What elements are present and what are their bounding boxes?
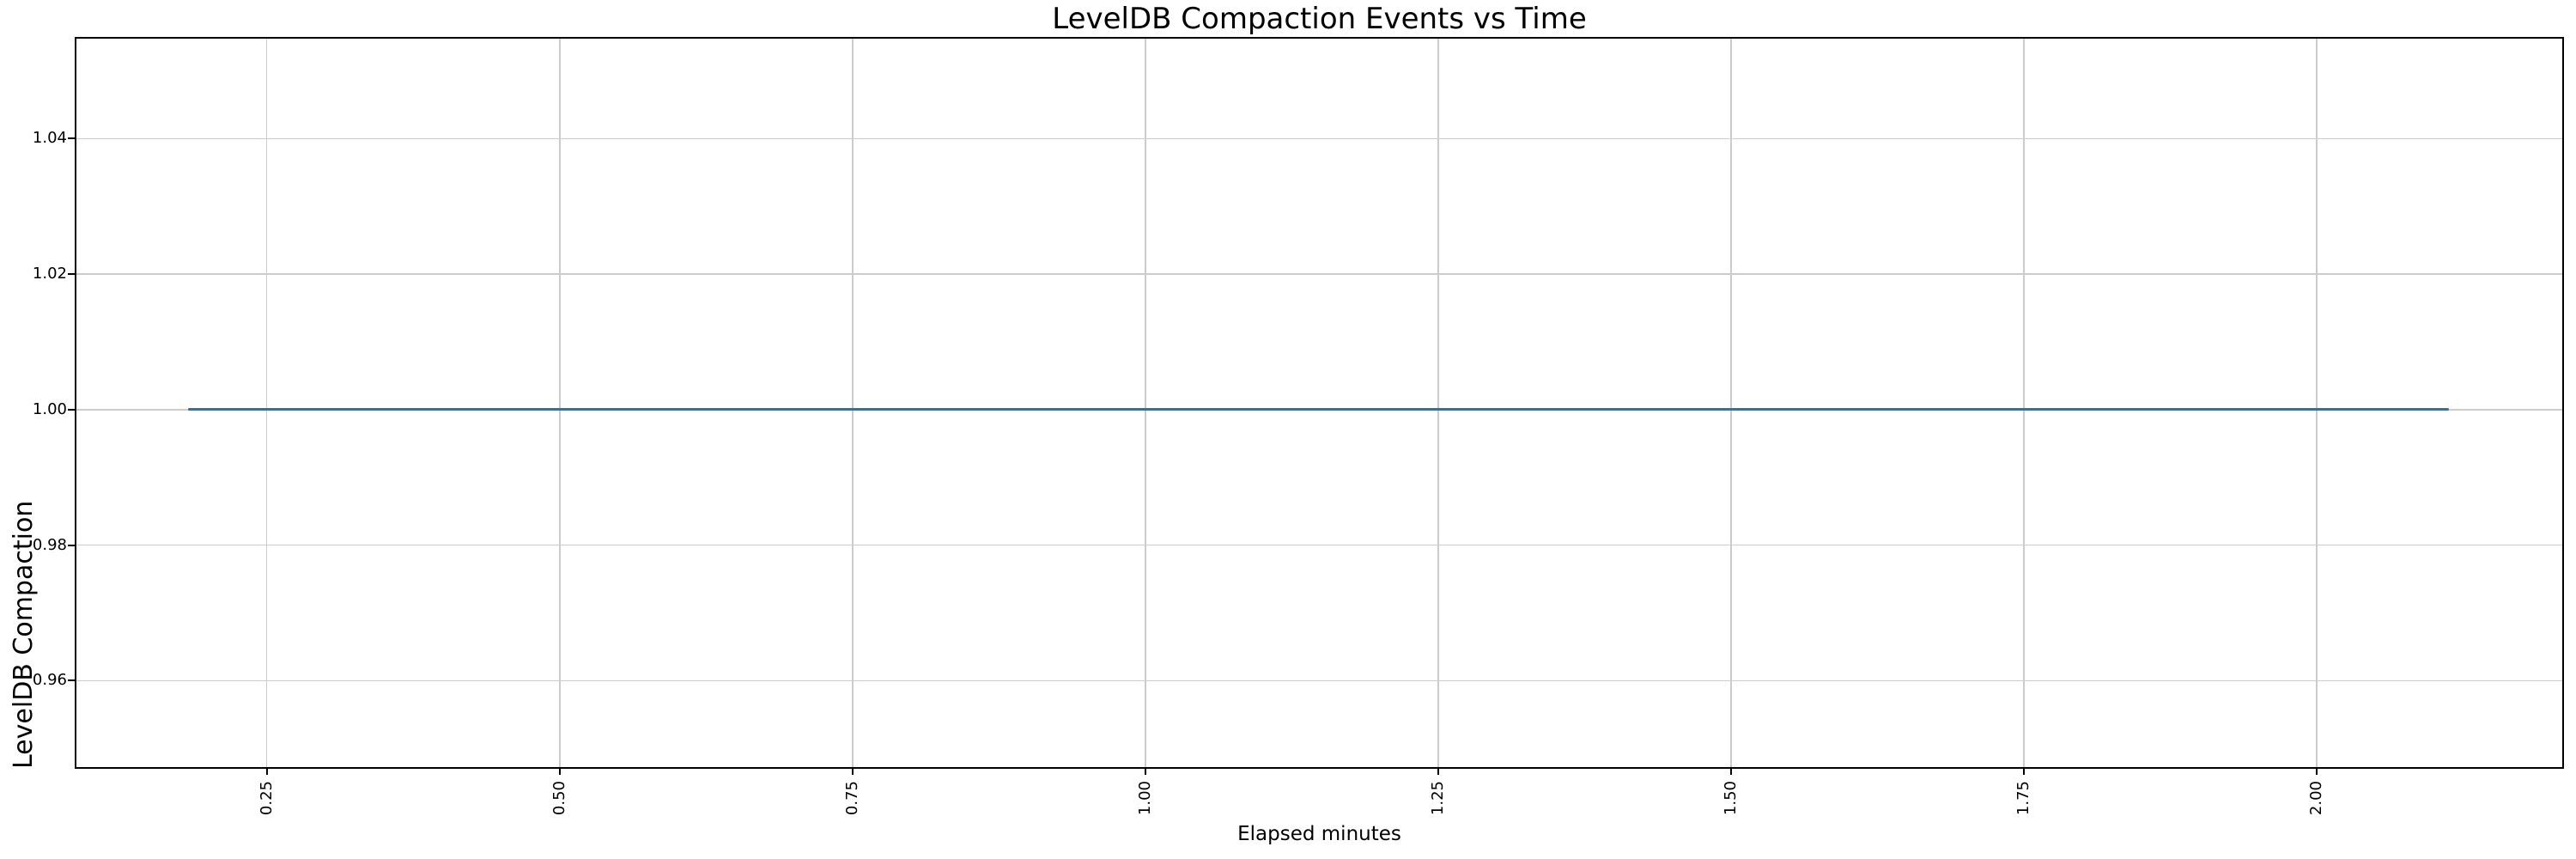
y-tick-label: 1.04 — [32, 129, 67, 148]
x-tick-mark — [851, 768, 854, 775]
x-gridline — [1145, 39, 1146, 767]
y-tick-label: 1.00 — [32, 399, 67, 418]
x-tick-label: 0.75 — [842, 781, 861, 816]
y-tick-label: 0.98 — [32, 535, 67, 554]
y-tick-label: 0.96 — [32, 671, 67, 690]
x-tick-mark — [2316, 768, 2318, 775]
y-tick-mark — [68, 273, 75, 276]
x-gridline — [2023, 39, 2025, 767]
y-gridline — [76, 273, 2562, 275]
x-tick-label: 1.25 — [1428, 781, 1447, 816]
x-tick-label: 2.00 — [2307, 781, 2326, 816]
plot-area-border — [75, 37, 2564, 769]
x-gridline — [559, 39, 561, 767]
x-tick-mark — [558, 768, 561, 775]
data-line-segment — [188, 408, 2450, 411]
x-tick-label: 1.50 — [1722, 781, 1741, 816]
x-gridline — [852, 39, 854, 767]
x-tick-mark — [1437, 768, 1439, 775]
chart-title: LevelDB Compaction Events vs Time — [1052, 2, 1587, 36]
x-gridline — [2316, 39, 2318, 767]
y-tick-mark — [68, 544, 75, 546]
y-tick-mark — [68, 679, 75, 682]
x-gridline — [265, 39, 268, 767]
y-gridline — [76, 679, 2562, 682]
y-tick-label: 1.02 — [32, 265, 67, 283]
x-tick-label: 0.50 — [550, 781, 568, 816]
x-tick-mark — [1730, 768, 1733, 775]
x-tick-label: 1.00 — [1135, 781, 1154, 816]
y-tick-mark — [68, 137, 75, 140]
x-tick-mark — [1144, 768, 1146, 775]
x-tick-mark — [2023, 768, 2026, 775]
x-gridline — [1730, 39, 1732, 767]
x-gridline — [1437, 39, 1439, 767]
y-gridline — [76, 544, 2562, 546]
x-tick-mark — [265, 768, 268, 775]
y-tick-mark — [68, 408, 75, 411]
x-tick-label: 1.75 — [2014, 781, 2033, 816]
y-gridline — [76, 137, 2562, 140]
x-axis-label: Elapsed minutes — [1237, 823, 1401, 845]
x-tick-label: 0.25 — [257, 781, 276, 816]
